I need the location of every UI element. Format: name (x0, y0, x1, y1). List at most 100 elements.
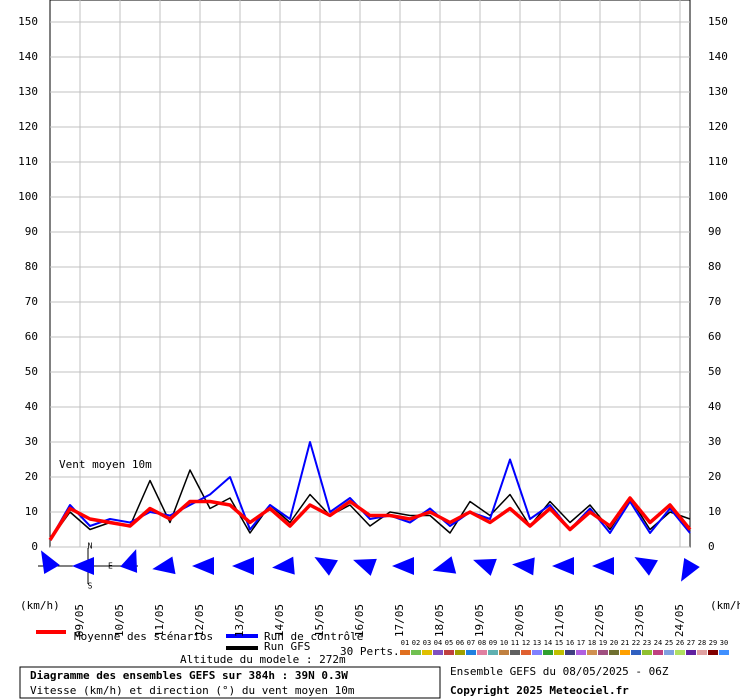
perturbation-name: 04 (434, 639, 442, 647)
perturbation-name: 18 (588, 639, 596, 647)
perturbation-name: 23 (643, 639, 651, 647)
perturbation-name: 28 (698, 639, 706, 647)
wind-direction (353, 558, 377, 576)
copyright: Copyright 2025 Meteociel.fr (450, 684, 629, 697)
perturbation-name: 01 (401, 639, 409, 647)
legend-label: Run GFS (264, 640, 310, 653)
y-tick-label: 60 (25, 330, 38, 343)
perturbation-swatch (444, 650, 454, 655)
perturbation-swatch (664, 650, 674, 655)
wind-direction (392, 557, 414, 575)
perturbation-swatch (609, 650, 619, 655)
perturbation-name: 30 (720, 639, 728, 647)
perturbation-name: 02 (412, 639, 420, 647)
perturbation-swatch (598, 650, 608, 655)
y-tick-label: 20 (708, 470, 721, 483)
perturbation-name: 06 (456, 639, 464, 647)
x-tick-label: 11/05 (153, 604, 166, 637)
wind-direction (512, 557, 535, 576)
perturbation-swatch (466, 650, 476, 655)
compass-e: E (108, 562, 113, 571)
y-tick-label: 60 (708, 330, 721, 343)
x-tick-label: 17/05 (393, 604, 406, 637)
series-line (49, 469, 691, 541)
y-tick-label: 140 (708, 50, 728, 63)
wind-direction (681, 558, 700, 582)
perturbation-name: 07 (467, 639, 475, 647)
legend-label: Moyenne des scénarios (74, 630, 213, 643)
y-axis-label: (km/h) (710, 599, 740, 612)
y-tick-label: 30 (25, 435, 38, 448)
x-tick-label: 15/05 (313, 604, 326, 637)
y-tick-label: 50 (25, 365, 38, 378)
y-tick-label: 100 (708, 190, 728, 203)
x-tick-label: 22/05 (593, 604, 606, 637)
perturbation-name: 08 (478, 639, 486, 647)
perturbation-swatch (411, 650, 421, 655)
x-tick-label: 13/05 (233, 604, 246, 637)
perturbation-name: 16 (566, 639, 574, 647)
wind-direction (152, 556, 176, 575)
perturbation-swatch (510, 650, 520, 655)
perturbation-name: 27 (687, 639, 695, 647)
plot-frame (49, 0, 691, 548)
wind-direction (41, 550, 60, 574)
y-tick-label: 130 (18, 85, 38, 98)
perturbation-swatch (565, 650, 575, 655)
y-tick-label: 50 (708, 365, 721, 378)
info-box (19, 666, 441, 699)
y-tick-label: 30 (708, 435, 721, 448)
y-tick-label: 120 (18, 120, 38, 133)
perturbation-swatch (532, 650, 542, 655)
perturbation-swatch (631, 650, 641, 655)
y-tick-label: 150 (18, 15, 38, 28)
perturbation-swatch (433, 650, 443, 655)
y-tick-label: 90 (708, 225, 721, 238)
perturbation-swatch (543, 650, 553, 655)
perturbation-name: 14 (544, 639, 552, 647)
perturbation-swatch (697, 650, 707, 655)
perturbation-name: 24 (654, 639, 662, 647)
perturbation-swatch (675, 650, 685, 655)
perturbation-swatch (400, 650, 410, 655)
perturbation-swatch (576, 650, 586, 655)
y-tick-label: 0 (708, 540, 715, 553)
perturbation-label: 30 Perts. (340, 645, 400, 658)
x-tick-label: 10/05 (113, 604, 126, 637)
run-info: Ensemble GEFS du 08/05/2025 - 06Z (450, 665, 669, 678)
x-tick-label: 24/05 (673, 604, 686, 637)
perturbation-name: 11 (511, 639, 519, 647)
y-tick-label: 10 (708, 505, 721, 518)
annotation: Vent moyen 10m (59, 458, 152, 471)
y-tick-label: 20 (25, 470, 38, 483)
compass-s: S (88, 582, 93, 591)
y-tick-label: 130 (708, 85, 728, 98)
x-tick-label: 09/05 (73, 604, 86, 637)
wind-direction (473, 558, 497, 576)
perturbation-swatch (653, 650, 663, 655)
y-tick-label: 40 (708, 400, 721, 413)
perturbation-name: 10 (500, 639, 508, 647)
y-tick-label: 150 (708, 15, 728, 28)
wind-direction (272, 556, 295, 575)
wind-direction (634, 557, 658, 576)
chart-title: Diagramme des ensembles GEFS sur 384h : … (30, 669, 348, 682)
wind-direction (552, 557, 574, 575)
y-tick-label: 110 (18, 155, 38, 168)
y-tick-label: 70 (708, 295, 721, 308)
perturbation-name: 29 (709, 639, 717, 647)
x-tick-label: 16/05 (353, 604, 366, 637)
perturbation-name: 22 (632, 639, 640, 647)
perturbation-swatch (422, 650, 432, 655)
perturbation-swatch (708, 650, 718, 655)
y-tick-label: 100 (18, 190, 38, 203)
wind-direction (314, 557, 338, 576)
x-tick-label: 23/05 (633, 604, 646, 637)
wind-direction (592, 557, 614, 575)
wind-direction (192, 557, 214, 575)
perturbation-name: 13 (533, 639, 541, 647)
y-tick-label: 80 (25, 260, 38, 273)
altitude: Altitude du modele : 272m (180, 653, 346, 666)
perturbation-swatch (587, 650, 597, 655)
